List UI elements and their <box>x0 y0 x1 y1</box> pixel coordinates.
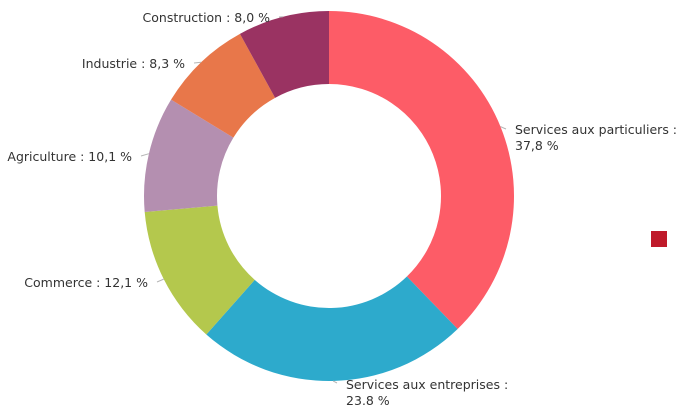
slice-labels: Services aux particuliers :37,8 % Service… <box>7 10 677 405</box>
slice-label-services-aux-particuliers: Services aux particuliers :37,8 % <box>515 122 677 153</box>
slice-label-agriculture: Agriculture : 10,1 % <box>7 149 132 164</box>
slice-commerce[interactable] <box>144 205 255 335</box>
leader-line-agriculture <box>140 153 150 157</box>
slice-label-services-aux-entreprises: Services aux entreprises :23,8 % <box>346 377 508 405</box>
slice-label-industrie: Industrie : 8,3 % <box>82 56 185 71</box>
leader-line-commerce <box>156 278 164 283</box>
leader-line-industrie <box>193 61 202 64</box>
leader-line-services-aux-entreprises <box>332 380 338 384</box>
legend-marker-square[interactable] <box>651 231 667 247</box>
leader-lines <box>140 16 507 384</box>
slice-industrie[interactable] <box>171 33 276 138</box>
slice-construction[interactable] <box>239 11 329 98</box>
slice-label-construction: Construction : 8,0 % <box>143 10 271 25</box>
slice-services-aux-entreprises[interactable] <box>206 276 458 382</box>
slice-label-commerce: Commerce : 12,1 % <box>24 275 148 290</box>
slice-services-aux-particuliers[interactable] <box>329 11 514 329</box>
slice-agriculture[interactable] <box>144 99 234 212</box>
donut-slices <box>144 11 514 382</box>
leader-line-services-aux-particuliers <box>500 126 507 130</box>
